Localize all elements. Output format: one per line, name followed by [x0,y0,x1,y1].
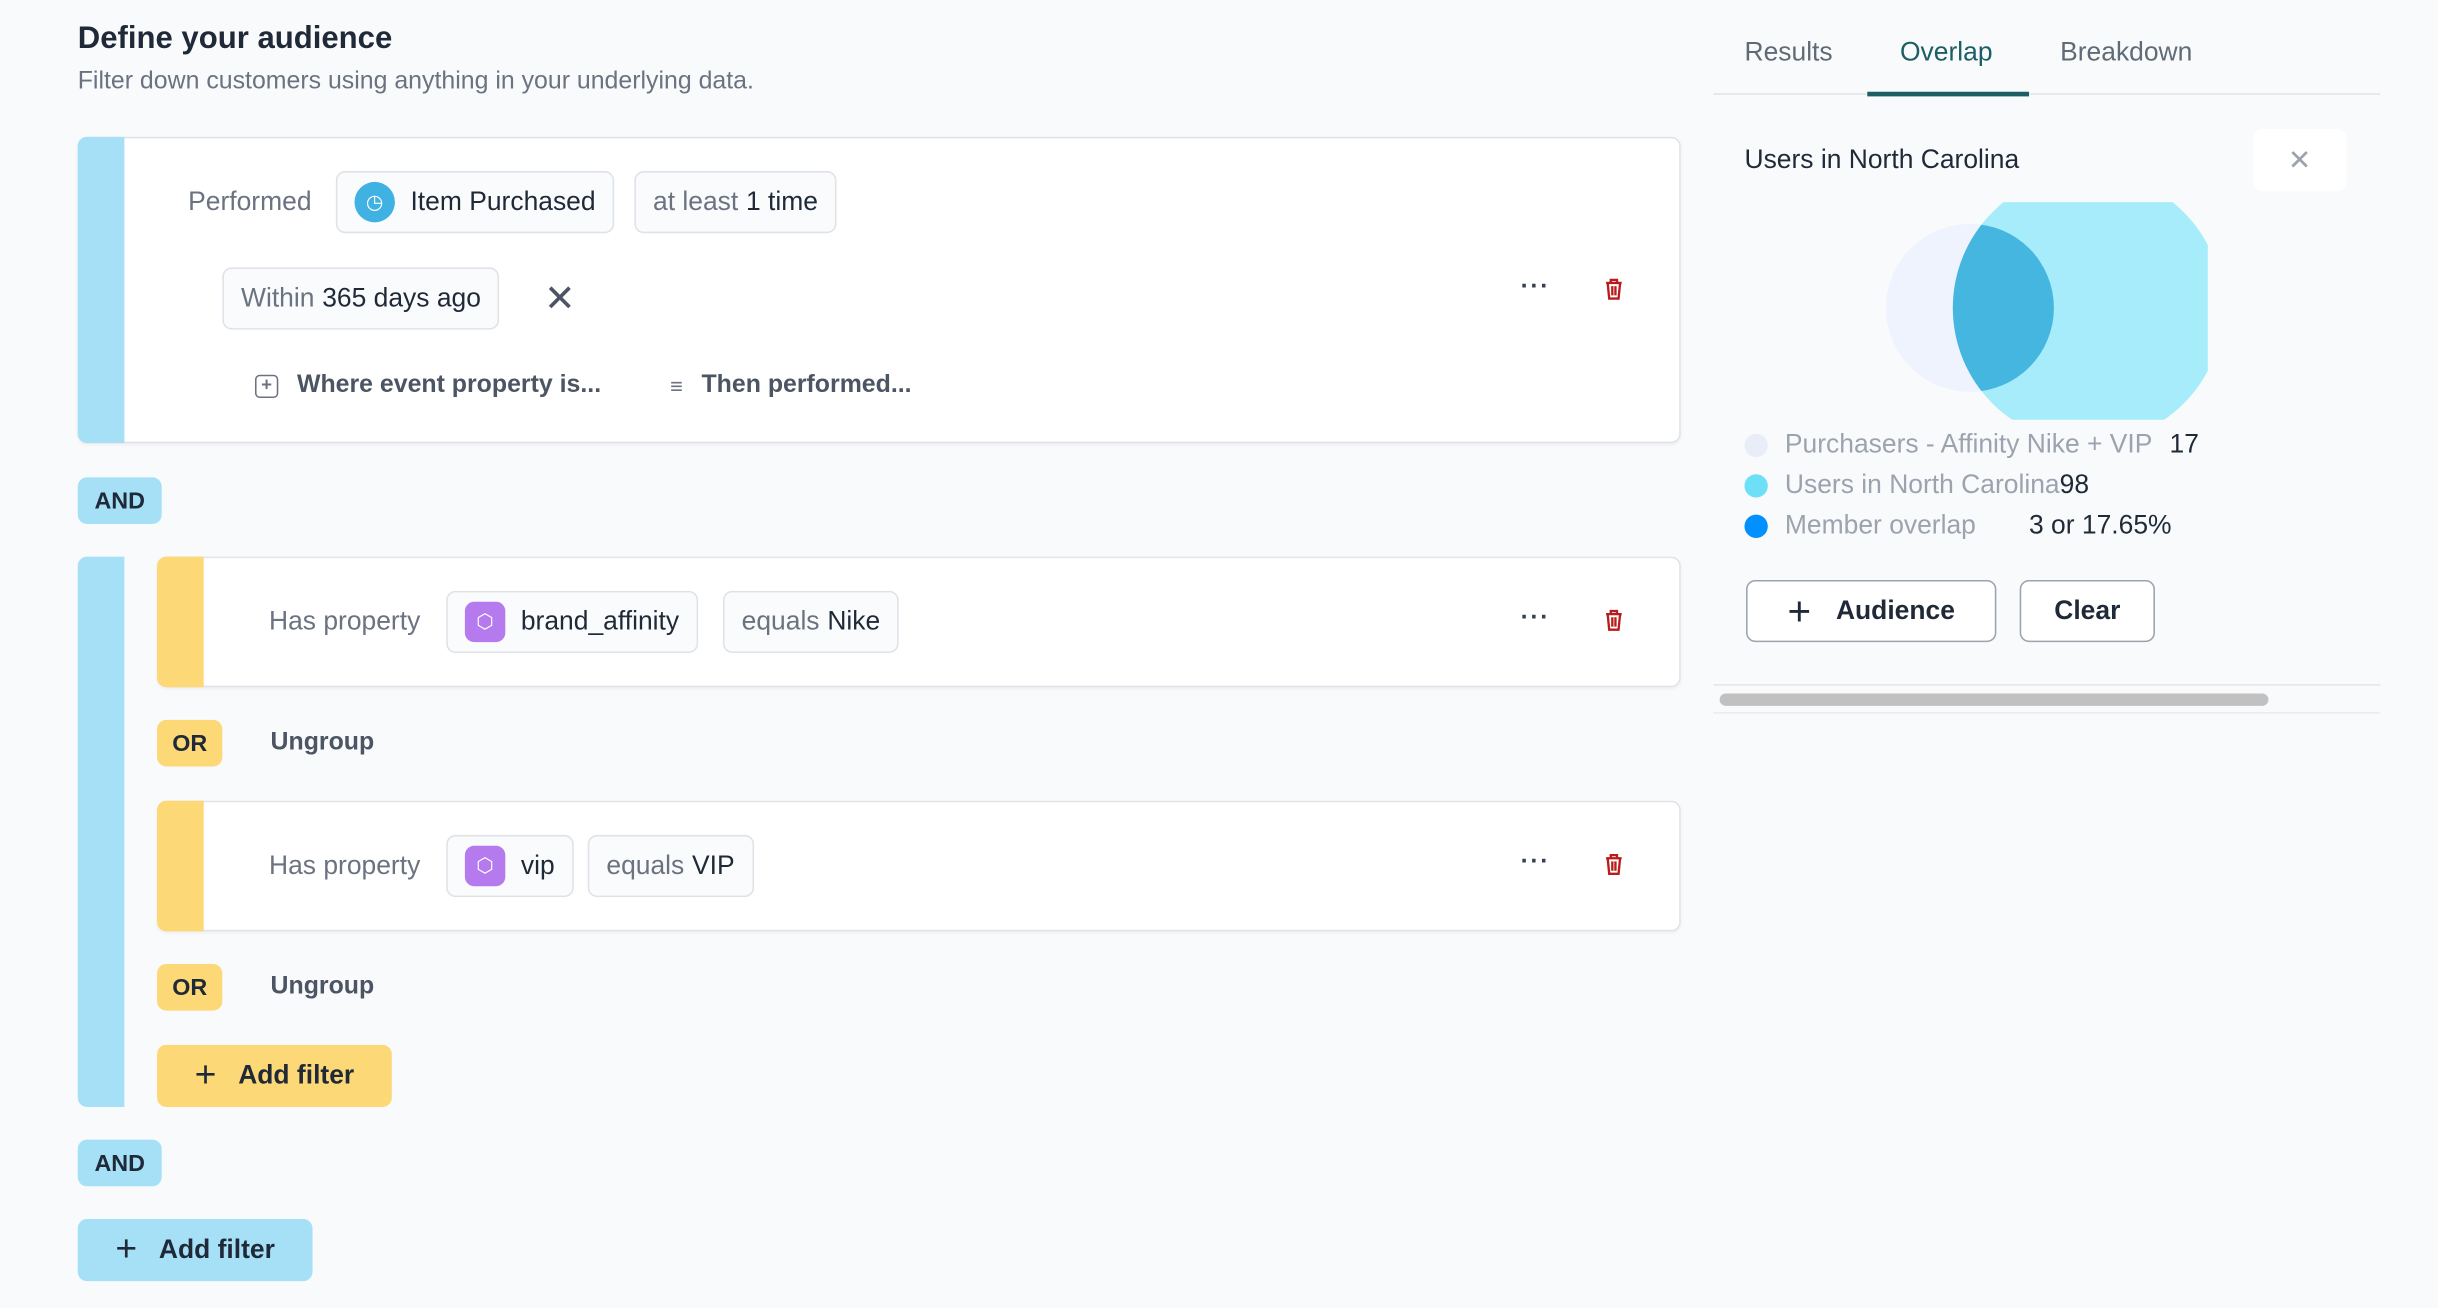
frequency-select[interactable]: at least 1 time [634,171,837,234]
close-overlap-button[interactable]: ✕ [2252,129,2347,192]
more-options-button[interactable]: ··· [1520,273,1551,301]
property-filter-card [157,800,1681,932]
plus-icon: + [1787,586,1812,634]
horizontal-scrollbar[interactable] [1719,693,2269,706]
legend-dot [1744,513,1768,538]
cube-icon: ⬡ [464,601,506,643]
legend-item: Member overlap 3 or 17.65% [1744,510,2172,541]
group-bar [77,556,125,1108]
performed-label: Performed [188,186,312,217]
more-options-button[interactable]: ··· [1520,604,1551,632]
overlap-title: Users in North Carolina [1744,144,2020,175]
divider [1713,712,2381,714]
trash-icon[interactable] [1605,853,1624,876]
cube-icon: ⬡ [464,845,506,887]
where-event-property-link[interactable]: + Where event property is... [254,372,601,400]
or-group-bar [157,556,204,688]
venn-diagram [1885,202,2208,420]
plus-square-icon: + [254,373,279,398]
then-performed-link[interactable]: ≡ Then performed... [670,371,912,399]
timeframe-select[interactable]: Within 365 days ago [222,267,500,330]
active-tab-indicator [1867,91,2030,97]
tab-overlap[interactable]: Overlap [1899,37,1993,67]
or-badge[interactable]: OR [157,719,223,767]
legend-dot [1744,433,1768,457]
plus-icon: + [115,1228,138,1271]
ungroup-button[interactable]: Ungroup [270,973,375,1000]
remove-timeframe-icon[interactable]: ✕ [544,278,576,321]
or-group-bar [157,800,204,932]
trash-icon[interactable] [1605,609,1624,631]
property-select[interactable]: ⬡ vip [446,834,574,898]
add-group-filter-button[interactable]: + Add filter [157,1044,392,1108]
more-options-button[interactable]: ··· [1520,848,1551,876]
page-title: Define your audience [77,21,393,56]
legend-item: Users in North Carolina 98 [1744,470,2089,501]
clear-button[interactable]: Clear [2019,579,2155,643]
tab-breakdown[interactable]: Breakdown [2060,37,2193,67]
event-select[interactable]: ◷ Item Purchased [335,171,615,234]
property-filter-card [157,556,1681,688]
legend-dot [1744,473,1768,497]
has-property-label: Has property [268,606,421,636]
plus-icon: + [194,1054,217,1097]
tabs-divider [1713,93,2381,95]
and-badge[interactable]: AND [77,477,162,524]
trash-icon[interactable] [1605,278,1624,300]
group-bar [77,136,125,444]
and-badge[interactable]: AND [77,1139,162,1187]
property-select[interactable]: ⬡ brand_affinity [446,590,698,654]
legend-item: Purchasers - Affinity Nike + VIP 17 [1744,429,2199,460]
add-audience-button[interactable]: + Audience [1746,579,1997,643]
tab-results[interactable]: Results [1744,37,1833,67]
property-value-select[interactable]: equals VIP [587,834,754,898]
or-badge[interactable]: OR [157,963,223,1011]
property-value-select[interactable]: equals Nike [722,590,899,654]
add-filter-button[interactable]: + Add filter [77,1218,313,1282]
divider [1713,684,2381,686]
filter-icon: ≡ [670,373,683,399]
has-property-label: Has property [268,850,421,881]
clock-icon: ◷ [354,181,395,223]
ungroup-button[interactable]: Ungroup [270,729,375,756]
page-subtitle: Filter down customers using anything in … [77,68,754,95]
